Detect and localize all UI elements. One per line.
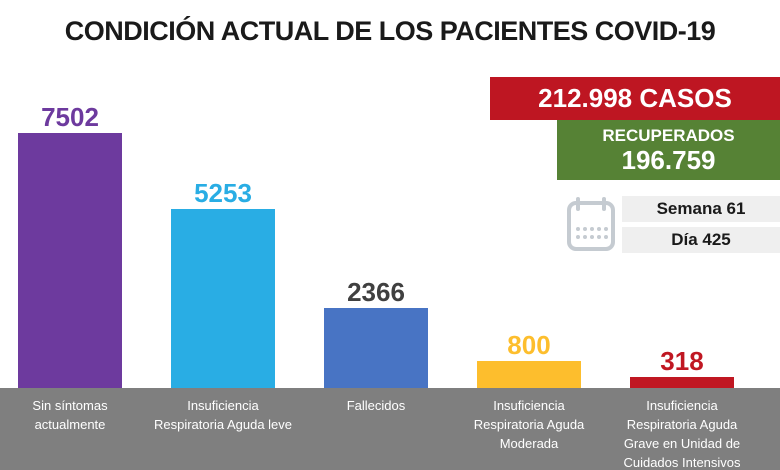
week-text: Semana 61: [656, 199, 746, 218]
bar-value-label: 2366: [347, 277, 405, 307]
bar-ira-leve: [171, 209, 275, 388]
bar-group-ira-grave: 318: [630, 348, 734, 388]
day-badge: Día 425: [622, 227, 780, 253]
bar-value-label: 5253: [194, 178, 252, 208]
bar-group-fallecidos: 2366: [324, 279, 428, 388]
total-cases-text: 212.998 CASOS: [538, 83, 732, 113]
category-label-sin-sintomas: Sin síntomas actualmente: [32, 398, 108, 432]
category-axis-strip: Sin síntomas actualmente Insuficiencia R…: [0, 388, 780, 470]
bar-sin-sintomas: [18, 133, 122, 388]
recovered-label: RECUPERADOS: [602, 126, 735, 145]
bar-group-sin-sintomas: 7502: [18, 104, 122, 388]
bar-group-ira-leve: 5253: [171, 180, 275, 388]
calendar-icon: [566, 195, 616, 255]
bar-group-ira-moderada: 800: [477, 332, 581, 388]
day-text: Día 425: [671, 230, 731, 249]
recovered-value: 196.759: [621, 145, 716, 175]
total-cases-banner: 212.998 CASOS: [490, 77, 780, 120]
bar-ira-grave: [630, 377, 734, 388]
category-label-ira-moderada: Insuficiencia Respiratoria Aguda Moderad…: [473, 398, 585, 451]
bar-fallecidos: [324, 308, 428, 388]
bar-value-label: 318: [660, 346, 704, 376]
recovered-banner: RECUPERADOS 196.759: [557, 120, 780, 180]
week-badge: Semana 61: [622, 196, 780, 222]
category-label-fallecidos: Fallecidos: [346, 398, 406, 413]
category-label-ira-leve: Insuficiencia Respiratoria Aguda leve: [153, 398, 293, 432]
bar-value-label: 7502: [41, 102, 99, 132]
bar-value-label: 800: [507, 330, 551, 360]
category-label-ira-grave: Insuficiencia Respiratoria Aguda Grave e…: [623, 398, 741, 470]
bar-ira-moderada: [477, 361, 581, 388]
page-title: CONDICIÓN ACTUAL DE LOS PACIENTES COVID-…: [64, 16, 716, 46]
